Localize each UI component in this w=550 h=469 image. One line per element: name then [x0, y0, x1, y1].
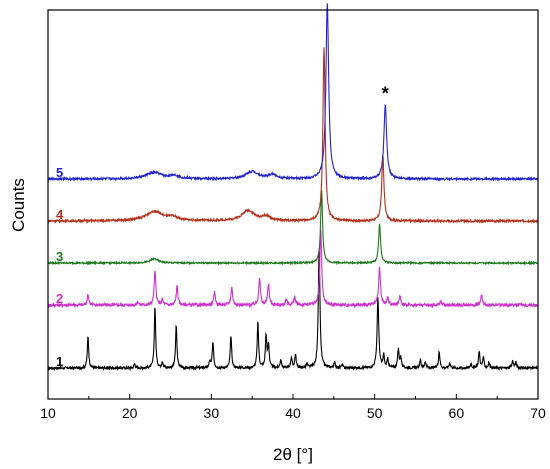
series-label-1: 1 — [56, 354, 63, 369]
x-tick-label: 20 — [122, 405, 138, 421]
x-tick-label: 10 — [40, 405, 56, 421]
series-line-1 — [47, 248, 539, 372]
x-tick-label: 30 — [204, 405, 220, 421]
x-tick-label: 50 — [367, 405, 383, 421]
x-tick-label: 40 — [285, 405, 301, 421]
series-line-3 — [47, 190, 539, 266]
peak-annotation: * — [382, 83, 389, 103]
series-label-3: 3 — [56, 249, 63, 264]
series-line-2 — [47, 229, 539, 309]
curves-layer — [47, 3, 539, 372]
series-line-4 — [47, 47, 539, 225]
series-line-5 — [47, 3, 539, 182]
x-tick-label: 70 — [530, 405, 546, 421]
x-tick-label: 60 — [449, 405, 465, 421]
y-axis-title: Counts — [9, 178, 28, 232]
series-label-5: 5 — [56, 165, 63, 180]
x-axis-ticks: 10 20 30 40 50 60 70 — [40, 394, 546, 421]
plot-frame — [47, 9, 539, 400]
series-label-4: 4 — [56, 207, 64, 222]
x-axis-title: 2θ [°] — [273, 445, 313, 464]
series-label-2: 2 — [56, 291, 63, 306]
